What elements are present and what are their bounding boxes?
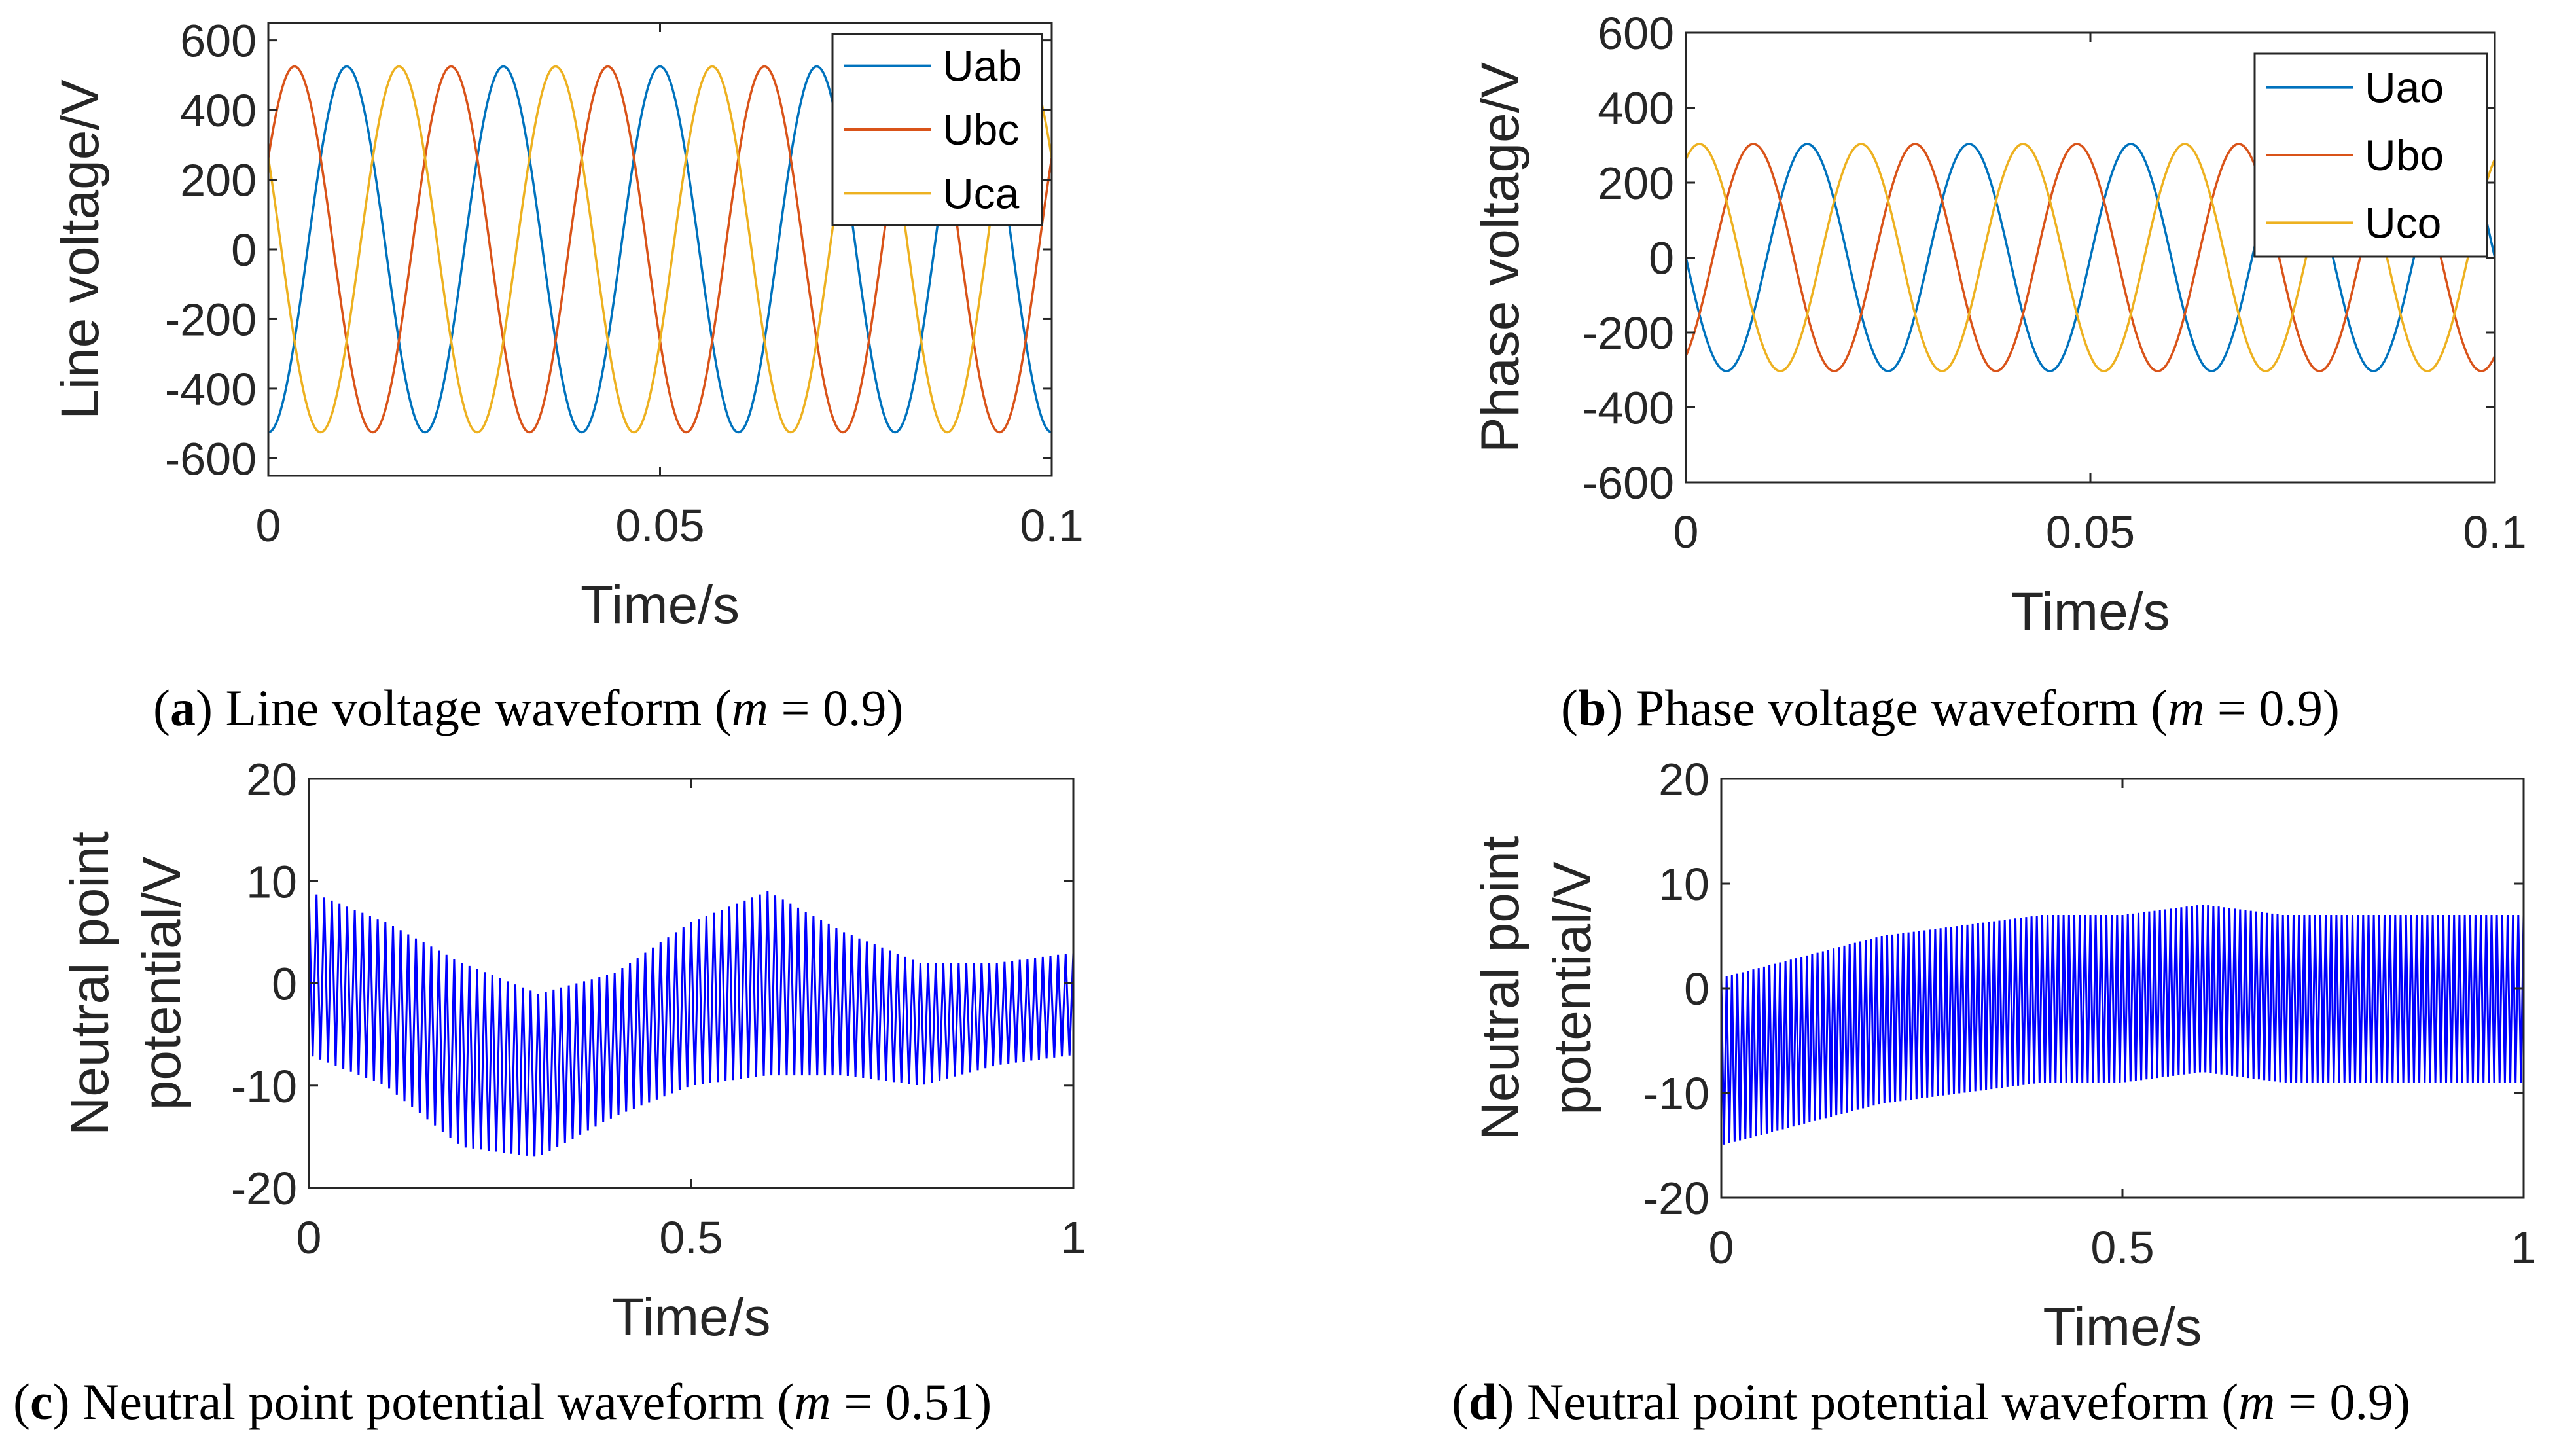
- caption-part: = 0.51): [831, 1373, 992, 1430]
- caption-part: = 0.9): [768, 679, 903, 736]
- legend-label-Ubc: Ubc: [942, 105, 1019, 154]
- x-axis-title: Time/s: [2011, 582, 2170, 641]
- caption-part: ) Phase voltage waveform (: [1606, 679, 2168, 736]
- x-tick-label: 0: [256, 500, 281, 551]
- y-tick-label: 10: [246, 856, 297, 907]
- series-line-Uao: [1686, 143, 2495, 372]
- x-tick-label: 0.1: [2463, 507, 2526, 558]
- caption-part: ) Neutral point potential waveform (: [1497, 1373, 2238, 1430]
- x-axis-title: Time/s: [581, 575, 740, 635]
- y-tick-label: 20: [1658, 754, 1709, 805]
- x-tick-label: 0.05: [615, 500, 704, 551]
- caption-part: a: [170, 679, 196, 736]
- y-tick-label: -600: [1583, 457, 1674, 509]
- caption-part: ) Line voltage waveform (: [196, 679, 732, 736]
- y-tick-label: 0: [1649, 233, 1674, 284]
- x-axis-title: Time/s: [2043, 1297, 2202, 1357]
- x-tick-label: 0: [1709, 1222, 1734, 1273]
- caption-part: = 0.9): [2276, 1373, 2410, 1430]
- caption-part: m: [2238, 1373, 2275, 1430]
- y-tick-label: -200: [1583, 308, 1674, 359]
- x-tick-label: 1: [1061, 1212, 1086, 1263]
- chart-panel-a: 600 400 200 0 -200 -400 -600 0 0.05 0.1 Time/s Line…: [50, 16, 1084, 736]
- y-tick-label: -20: [1643, 1173, 1709, 1224]
- x-tick-label: 0: [1673, 507, 1699, 558]
- y-axis-title: Phase voltage/V: [1471, 62, 1530, 453]
- caption-part: m: [794, 1373, 831, 1430]
- y-tick-label: -200: [165, 294, 257, 345]
- caption-part: (: [1561, 679, 1578, 736]
- y-tick-label: 400: [180, 85, 257, 136]
- y-axis-title-line: Neutral point: [1471, 836, 1530, 1140]
- y-tick-label: 0: [272, 959, 297, 1010]
- plot-area: [309, 891, 1073, 1157]
- y-axis-title: Line voltage/V: [50, 79, 110, 420]
- y-tick-label: 200: [1598, 158, 1674, 209]
- y-tick-label: 600: [1598, 8, 1674, 59]
- y-tick-label: 600: [180, 16, 257, 67]
- x-axis-title: Time/s: [612, 1287, 771, 1347]
- y-tick-label: -10: [231, 1061, 297, 1112]
- x-tick-label: 0.5: [2090, 1222, 2154, 1273]
- caption-part: (: [153, 679, 170, 736]
- caption-part: d: [1469, 1373, 1497, 1430]
- panel-caption: (b) Phase voltage waveform (m = 0.9): [1561, 679, 2340, 736]
- plot-area: [1721, 904, 2524, 1145]
- caption-part: m: [732, 679, 768, 736]
- legend: Uao Ubo Uco: [2253, 52, 2488, 258]
- legend-label-Uao: Uao: [2365, 63, 2444, 112]
- legend-label-Ubo: Ubo: [2365, 131, 2444, 179]
- y-axis-title-line: potential/V: [1543, 861, 1602, 1115]
- y-tick-label: -10: [1643, 1068, 1709, 1119]
- x-tick-label: 0.05: [2046, 507, 2135, 558]
- x-tick-label: 0: [296, 1212, 322, 1263]
- y-axis-title-line: Neutral point: [60, 831, 120, 1136]
- caption-part: ) Neutral point potential waveform (: [53, 1373, 795, 1430]
- panel-caption: (c) Neutral point potential waveform (m …: [13, 1373, 992, 1430]
- legend: Uab Ubc Uca: [831, 33, 1043, 226]
- y-tick-label: -400: [165, 364, 257, 415]
- series-line-neutral-point: [309, 891, 1073, 1157]
- legend-label-Uco: Uco: [2365, 198, 2441, 247]
- y-axis-title-line: potential/V: [132, 856, 192, 1110]
- caption-part: c: [30, 1373, 53, 1430]
- y-tick-label: 10: [1658, 859, 1709, 910]
- y-tick-label: 0: [1684, 963, 1709, 1014]
- x-tick-label: 1: [2511, 1222, 2537, 1273]
- axes-box: [1720, 778, 2525, 1199]
- legend-label-Uab: Uab: [942, 42, 1022, 90]
- y-tick-label: -400: [1583, 383, 1674, 434]
- y-tick-label: 0: [231, 224, 257, 276]
- x-tick-label: 0.5: [659, 1212, 723, 1263]
- caption-part: (: [13, 1373, 30, 1430]
- panel-caption: (d) Neutral point potential waveform (m …: [1452, 1373, 2410, 1430]
- legend-label-Uca: Uca: [942, 169, 1020, 217]
- y-tick-label: 20: [246, 754, 297, 805]
- y-tick-label: -20: [231, 1163, 297, 1214]
- caption-part: = 0.9): [2204, 679, 2339, 736]
- y-tick-label: 400: [1598, 83, 1674, 134]
- caption-part: (: [1452, 1373, 1469, 1430]
- caption-part: m: [2168, 679, 2204, 736]
- caption-part: b: [1578, 679, 1606, 736]
- series-line-neutral-point: [1721, 904, 2524, 1145]
- series-line-Uca: [268, 65, 1052, 434]
- x-tick-label: 0.1: [1020, 500, 1083, 551]
- y-tick-label: 200: [180, 155, 257, 206]
- y-tick-label: -600: [165, 433, 257, 484]
- panel-caption: (a) Line voltage waveform (m = 0.9): [153, 679, 903, 736]
